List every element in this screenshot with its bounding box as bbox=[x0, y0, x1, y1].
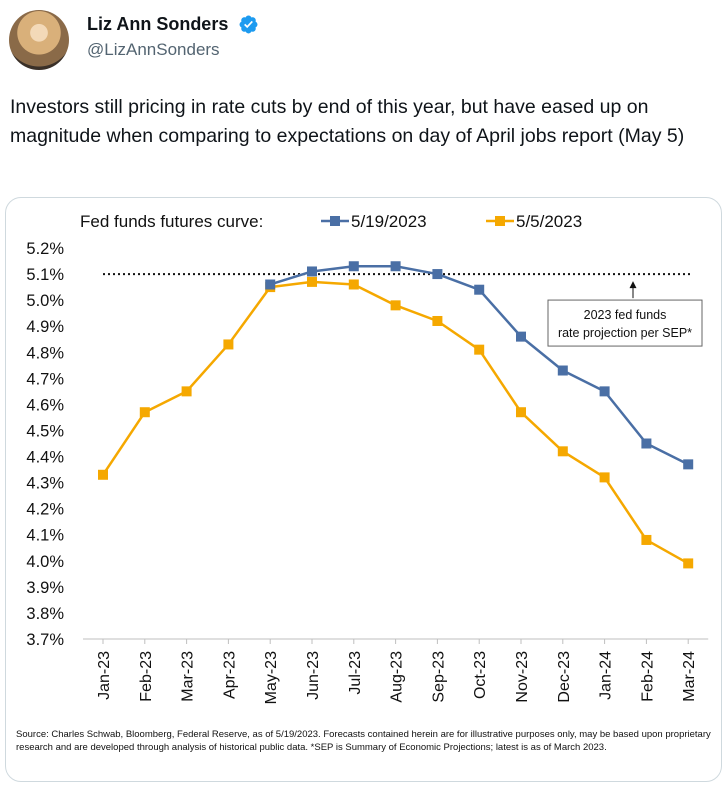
data-point-0 bbox=[557, 365, 568, 376]
annotation-arrow-head bbox=[629, 281, 637, 289]
y-tick-label: 4.2% bbox=[26, 501, 64, 519]
data-point-1 bbox=[557, 446, 568, 457]
x-tick-label: Mar-24 bbox=[681, 651, 698, 702]
y-tick-label: 4.3% bbox=[26, 475, 64, 493]
tweet-text: Investors still pricing in rate cuts by … bbox=[10, 96, 685, 147]
annotation-text-line-2: rate projection per SEP* bbox=[558, 326, 692, 340]
legend-marker-1 bbox=[495, 216, 505, 226]
x-tick-label: Nov-23 bbox=[514, 651, 531, 703]
series-line-0 bbox=[269, 264, 689, 466]
avatar[interactable] bbox=[9, 10, 69, 70]
y-tick-label: 4.4% bbox=[26, 449, 64, 467]
data-point-1 bbox=[641, 534, 652, 545]
data-point-1 bbox=[307, 276, 317, 287]
legend-label-1: 5/5/2023 bbox=[516, 212, 582, 231]
author-handle[interactable]: @LizAnnSonders bbox=[87, 40, 220, 59]
y-tick-label: 5.0% bbox=[26, 292, 64, 310]
x-tick-label: Jan-24 bbox=[598, 651, 615, 700]
data-point-0 bbox=[516, 331, 526, 342]
chart-card[interactable]: Fed funds futures curve: 5/19/2023 5/5/202… bbox=[5, 197, 722, 782]
legend-marker-0 bbox=[330, 216, 340, 226]
x-tick-label: Feb-23 bbox=[138, 651, 155, 702]
annotation-box bbox=[547, 299, 703, 347]
source-note: Source: Charles Schwab, Bloomberg, Feder… bbox=[16, 729, 711, 753]
data-point-1 bbox=[432, 315, 443, 326]
y-tick-label: 3.7% bbox=[26, 631, 64, 649]
fed-funds-chart: Fed funds futures curve: 5/19/2023 5/5/202… bbox=[26, 212, 709, 704]
data-point-1 bbox=[98, 469, 108, 480]
data-point-1 bbox=[348, 279, 359, 290]
x-tick-label: Mar-23 bbox=[180, 651, 197, 702]
x-tick-label: Jul-23 bbox=[347, 651, 364, 695]
data-point-0 bbox=[432, 269, 443, 280]
data-point-1 bbox=[139, 407, 150, 418]
data-point-0 bbox=[641, 438, 652, 449]
y-tick-label: 4.0% bbox=[26, 553, 64, 571]
x-tick-label: Oct-23 bbox=[472, 651, 489, 699]
author-name[interactable]: Liz Ann Sonders bbox=[87, 14, 229, 34]
x-tick-label: Feb-24 bbox=[639, 651, 656, 702]
chart-title: Fed funds futures curve: bbox=[80, 212, 263, 231]
y-tick-label: 3.8% bbox=[26, 605, 64, 623]
data-point-0 bbox=[599, 386, 610, 397]
x-tick-label: Dec-23 bbox=[556, 651, 573, 703]
x-tick-label: Jun-23 bbox=[305, 651, 322, 700]
legend-label-0: 5/19/2023 bbox=[351, 212, 427, 231]
data-point-0 bbox=[683, 459, 694, 470]
y-tick-label: 5.1% bbox=[26, 266, 64, 284]
data-point-0 bbox=[348, 261, 359, 272]
x-tick-label: Aug-23 bbox=[389, 651, 406, 703]
data-point-1 bbox=[181, 386, 192, 397]
data-point-0 bbox=[307, 266, 317, 277]
x-tick-label: Apr-23 bbox=[221, 651, 238, 699]
data-point-1 bbox=[599, 472, 610, 483]
data-point-1 bbox=[223, 339, 234, 350]
data-point-1 bbox=[390, 300, 401, 311]
data-point-1 bbox=[474, 344, 485, 355]
data-point-1 bbox=[683, 558, 694, 569]
y-tick-label: 4.7% bbox=[26, 370, 64, 388]
x-tick-label: Jan-23 bbox=[96, 651, 113, 700]
y-tick-label: 4.6% bbox=[26, 396, 64, 414]
data-point-0 bbox=[474, 284, 485, 295]
y-tick-label: 4.9% bbox=[26, 318, 64, 336]
x-tick-label: Sep-23 bbox=[430, 651, 447, 703]
data-point-0 bbox=[390, 261, 401, 272]
x-tick-label: May-23 bbox=[263, 651, 280, 704]
y-tick-label: 3.9% bbox=[26, 579, 64, 597]
data-point-0 bbox=[265, 279, 276, 290]
y-tick-label: 5.2% bbox=[26, 240, 64, 258]
y-tick-label: 4.8% bbox=[26, 344, 64, 362]
y-tick-label: 4.5% bbox=[26, 422, 64, 440]
y-tick-label: 4.1% bbox=[26, 527, 64, 545]
verified-badge-icon bbox=[239, 15, 258, 34]
data-point-1 bbox=[516, 407, 526, 418]
annotation-text-line-1: 2023 fed funds bbox=[584, 308, 667, 322]
